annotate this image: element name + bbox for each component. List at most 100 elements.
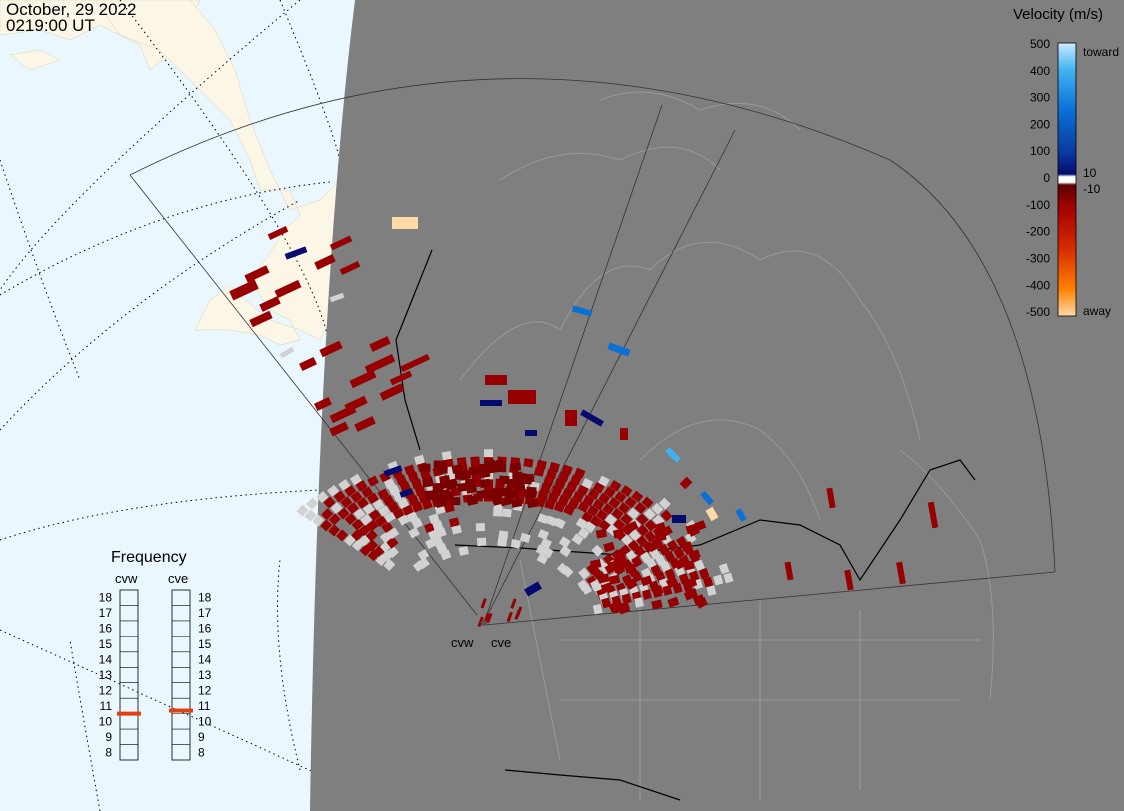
echo-cell xyxy=(592,498,605,511)
echo-cell xyxy=(664,568,676,580)
frequency-tick-label: 18 xyxy=(99,591,113,605)
echo-cell xyxy=(665,447,681,463)
echo-cell xyxy=(634,597,644,608)
coastlines xyxy=(459,91,994,800)
echo-cell xyxy=(486,612,493,624)
echo-cell xyxy=(631,490,644,503)
echo-cell xyxy=(567,497,580,510)
echo-cell xyxy=(688,549,701,561)
echo-cell xyxy=(343,534,356,547)
echo-cell xyxy=(395,474,407,486)
echo-cell xyxy=(592,481,605,494)
echo-cell xyxy=(641,589,653,601)
echo-cell xyxy=(485,375,507,385)
echo-cell xyxy=(658,543,670,556)
radar-site-label-cvw: cvw xyxy=(451,635,474,650)
frequency-marker-cve xyxy=(169,708,193,713)
echo-cell xyxy=(581,477,594,490)
echo-cell xyxy=(578,567,591,580)
echo-cell xyxy=(388,484,400,496)
echo-cell xyxy=(685,577,698,588)
echo-cell xyxy=(510,538,521,549)
echo-cell xyxy=(346,502,359,515)
frequency-marker-cvw xyxy=(117,711,141,716)
echo-cell xyxy=(723,572,734,584)
echo-cell xyxy=(417,557,430,570)
echo-cell xyxy=(383,511,396,523)
echo-cell xyxy=(636,535,649,548)
echo-cell xyxy=(589,515,602,527)
echo-cell xyxy=(441,450,452,461)
echo-cell xyxy=(329,292,345,303)
echo-cell xyxy=(451,463,463,474)
echo-cell xyxy=(609,480,622,492)
echo-cell xyxy=(598,573,610,584)
echo-cell xyxy=(626,520,639,533)
echo-cell xyxy=(713,574,724,586)
echo-cell xyxy=(590,559,602,569)
echo-cell xyxy=(506,611,513,623)
echo-cell xyxy=(643,508,656,521)
echo-cell xyxy=(439,489,452,500)
echo-cell xyxy=(337,507,350,520)
echo-cell xyxy=(479,468,491,479)
echo-cell xyxy=(367,475,379,487)
echo-cell xyxy=(249,310,273,328)
echo-cell xyxy=(647,540,660,553)
echo-cell xyxy=(614,491,627,503)
echo-cell xyxy=(404,464,416,476)
frequency-tick-label: 8 xyxy=(198,745,205,759)
echo-cell xyxy=(407,494,420,506)
echo-cell xyxy=(328,524,341,537)
echo-cell xyxy=(476,489,488,500)
echo-cell xyxy=(411,517,423,530)
echo-cell xyxy=(628,529,641,542)
echo-cell xyxy=(329,421,349,437)
echo-cell xyxy=(411,501,424,513)
echo-cell xyxy=(369,336,391,352)
echo-cell xyxy=(636,513,649,526)
echo-cell xyxy=(667,539,679,552)
echo-cell xyxy=(468,466,480,476)
echo-cell xyxy=(491,494,503,504)
echo-cell xyxy=(595,528,608,539)
echo-cell xyxy=(537,513,549,524)
echo-cell xyxy=(664,550,676,563)
echo-cell xyxy=(544,499,556,510)
echo-cell xyxy=(407,471,419,483)
velocity-tick-label: 500 xyxy=(1030,37,1050,51)
echo-cell xyxy=(414,485,426,496)
echo-cell xyxy=(586,505,599,517)
echo-cell xyxy=(620,513,633,526)
echo-cell xyxy=(607,342,631,357)
echo-cell xyxy=(351,518,364,531)
echo-cell xyxy=(618,502,631,515)
echo-cell xyxy=(229,279,259,301)
echo-cell xyxy=(665,576,679,589)
radar-echoes xyxy=(229,217,939,627)
echo-cell xyxy=(466,495,478,506)
frequency-tick-label: 9 xyxy=(198,730,205,744)
echo-cell xyxy=(572,491,585,503)
echo-cell xyxy=(603,541,616,553)
echo-cell xyxy=(546,468,558,480)
echo-cell xyxy=(364,354,396,374)
echo-cell xyxy=(435,497,447,508)
echo-cell xyxy=(349,473,362,486)
echo-cell xyxy=(575,517,588,530)
echo-cell xyxy=(702,576,714,588)
echo-cell xyxy=(362,503,375,515)
frequency-radar-label-cve: cve xyxy=(168,571,188,586)
echo-cell xyxy=(583,521,596,534)
echo-cell xyxy=(383,477,396,490)
echo-cell xyxy=(644,530,657,543)
echo-cell xyxy=(284,246,308,260)
velocity-colorbar: 500 400 300 200 100 0 -100 -200 -300 -400 -500 towa… xyxy=(1026,37,1119,319)
echo-cell xyxy=(397,514,410,526)
echo-cell xyxy=(402,504,414,516)
echo-cell xyxy=(500,486,512,497)
echo-cell xyxy=(540,483,552,494)
echo-cell xyxy=(496,463,507,472)
echo-cell xyxy=(274,279,302,299)
